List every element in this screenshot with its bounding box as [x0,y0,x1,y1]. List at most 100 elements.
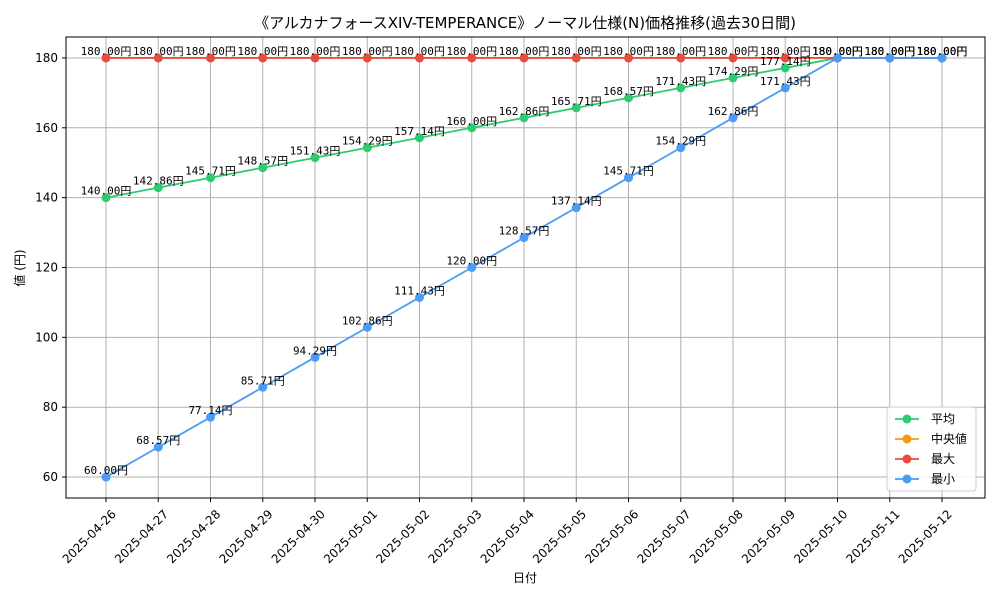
data-point [101,193,111,203]
data-label: 154.29円 [342,135,393,148]
data-point [258,382,268,392]
data-point [937,53,947,63]
x-tick-label: 2025-05-01 [321,507,380,566]
data-label: 157.14円 [394,125,445,138]
data-label: 180.00円 [917,45,968,58]
legend-marker [902,454,912,464]
data-label: 180.00円 [760,45,811,58]
data-label: 180.00円 [864,45,915,58]
data-label: 180.00円 [551,45,602,58]
data-point [206,412,215,422]
data-point [258,163,268,173]
y-tick-label: 160 [35,121,58,135]
data-point [467,53,477,63]
data-point [467,263,477,272]
legend-label: 平均 [931,412,955,426]
y-axis-label: 値 (円) [12,249,27,286]
data-label: 160.00円 [446,115,497,128]
data-point [728,113,738,123]
data-label: 177.14円 [760,55,811,68]
x-tick-label: 2025-05-08 [687,507,746,566]
data-label: 180.00円 [655,45,706,58]
x-tick-label: 2025-04-26 [60,507,119,566]
data-point [624,93,633,103]
x-tick-label: 2025-05-02 [373,507,432,566]
data-point [310,153,320,163]
data-point [362,143,372,153]
data-point [885,53,895,63]
data-point [676,143,686,153]
data-label: 85.71円 [241,374,285,387]
data-point [101,472,111,482]
data-point [780,53,790,63]
data-label: 168.57円 [603,85,654,98]
data-point [624,53,633,63]
y-tick-label: 140 [35,191,58,205]
data-label: 180.00円 [708,45,759,58]
x-tick-label: 2025-05-07 [634,507,693,566]
data-label: 111.43円 [394,284,445,297]
x-tick-label: 2025-05-10 [791,507,850,566]
data-point [676,53,686,63]
data-point [624,173,633,183]
data-point [676,83,686,93]
data-label: 128.57円 [499,225,550,238]
x-tick-label: 2025-05-04 [478,507,537,566]
legend-box [886,406,977,492]
y-tick-label: 100 [35,330,58,344]
legend-marker [902,414,912,424]
data-label: 162.86円 [708,105,759,118]
data-label: 142.86円 [133,175,184,188]
x-tick-label: 2025-05-03 [425,507,484,566]
data-label: 140.00円 [81,185,132,198]
data-label: 180.00円 [603,45,654,58]
data-point [310,352,320,362]
y-tick-label: 60 [43,470,58,484]
data-label: 180.00円 [290,45,341,58]
data-label: 94.29円 [293,344,337,357]
data-label: 137.14円 [551,195,602,208]
data-point [467,123,477,133]
legend-marker [902,434,912,444]
data-label: 180.00円 [394,45,445,58]
data-label: 68.57円 [136,434,180,447]
data-label: 180.00円 [812,45,863,58]
data-point [101,53,111,63]
x-tick-label: 2025-05-05 [530,507,589,566]
data-label: 102.86円 [342,314,393,327]
data-label: 180.00円 [133,45,184,58]
x-tick-label: 2025-04-28 [164,507,223,566]
legend-label: 最大 [931,452,955,466]
data-label: 180.00円 [864,45,915,58]
data-label: 165.71円 [551,95,602,108]
x-tick-label: 2025-05-11 [843,507,902,566]
data-label: 154.29円 [655,135,706,148]
data-point [780,83,790,93]
data-label: 151.43円 [290,145,341,158]
x-tick-label: 2025-04-30 [269,507,328,566]
data-point [571,203,581,213]
data-point [519,233,529,243]
legend-label: 中央値 [931,431,967,446]
data-point [833,53,842,63]
x-tick-label: 2025-05-12 [896,507,955,566]
data-label: 180.00円 [237,45,288,58]
data-label: 171.43円 [655,75,706,88]
data-point [153,53,163,63]
data-point [362,53,372,63]
data-point [728,73,738,83]
x-tick-label: 2025-05-09 [739,507,798,566]
data-point [780,63,790,73]
data-label: 180.00円 [342,45,393,58]
y-tick-label: 120 [35,261,58,275]
x-tick-label: 2025-04-27 [112,507,171,566]
y-tick-label: 180 [35,51,58,65]
legend-marker [902,474,912,484]
data-label: 180.00円 [812,45,863,58]
data-label: 145.71円 [603,165,654,178]
x-tick-label: 2025-04-29 [216,507,275,566]
data-point [206,173,215,183]
data-point [415,53,424,63]
